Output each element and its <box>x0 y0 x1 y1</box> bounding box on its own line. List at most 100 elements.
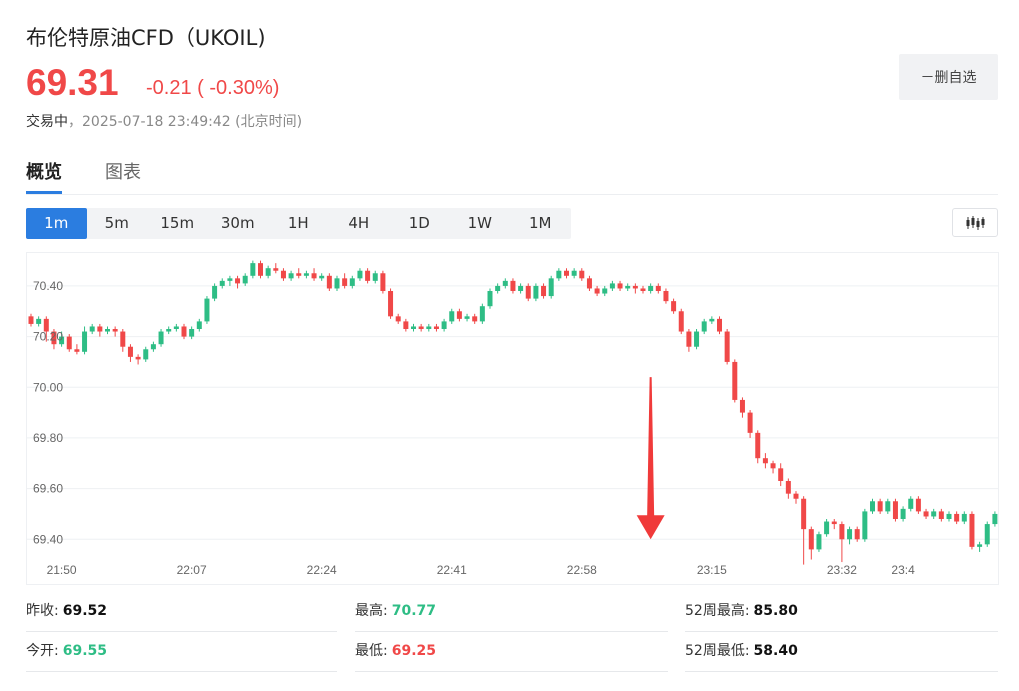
stat-low: 最低: 69.25 <box>355 632 668 672</box>
period-1w[interactable]: 1W <box>467 214 492 232</box>
period-1m[interactable]: 1m <box>26 208 87 239</box>
candle <box>495 283 501 294</box>
stat-label: 最高: <box>355 603 388 619</box>
period-15m[interactable]: 15m <box>160 214 195 232</box>
candle <box>296 268 302 279</box>
candle <box>43 316 49 342</box>
candle <box>931 508 937 519</box>
stat-label: 今开: <box>26 643 59 659</box>
candle <box>954 511 960 525</box>
period-1mo[interactable]: 1M <box>529 214 552 232</box>
candle <box>793 491 799 504</box>
candle <box>89 323 95 335</box>
candle <box>525 283 531 302</box>
x-tick-label: 22:41 <box>437 563 467 577</box>
tab-chart[interactable]: 图表 <box>105 162 141 183</box>
y-tick-label: 70.40 <box>33 279 63 293</box>
x-tick-label: 23:4 <box>891 563 915 577</box>
candle <box>778 463 784 487</box>
price-chart[interactable]: 70.40 70.20 70.00 69.80 69.60 69.40 21:50 22:0… <box>26 252 1019 585</box>
candle <box>977 541 983 552</box>
candle <box>938 508 944 522</box>
period-5m[interactable]: 5m <box>104 214 129 232</box>
candle <box>418 323 424 332</box>
candle <box>701 318 707 335</box>
candle <box>946 511 952 522</box>
candle <box>892 498 898 522</box>
stat-value: 69.52 <box>62 603 108 619</box>
annotation-layer <box>636 377 665 540</box>
candle <box>915 496 921 514</box>
candle <box>150 341 156 352</box>
period-30m[interactable]: 30m <box>220 214 255 232</box>
y-tick-label: 69.60 <box>33 482 63 496</box>
stat-52w-low: 52周最低: 58.40 <box>685 632 998 672</box>
y-axis-labels: 70.40 70.20 70.00 69.80 69.60 69.40 <box>33 279 63 546</box>
stat-value: 58.40 <box>753 643 798 659</box>
candle <box>854 526 860 542</box>
candle <box>571 268 577 279</box>
down-arrow-annotation <box>636 377 665 540</box>
candle <box>311 268 317 281</box>
candle <box>51 329 57 350</box>
candle <box>258 260 263 279</box>
candle <box>426 323 432 332</box>
candle <box>372 270 378 284</box>
stat-high: 最高: 70.77 <box>355 592 668 632</box>
candle <box>808 526 814 560</box>
candle <box>456 308 462 322</box>
candle <box>923 508 929 519</box>
candle <box>839 521 845 563</box>
chart-type-button[interactable] <box>952 208 998 237</box>
candle <box>365 268 371 284</box>
candle <box>173 323 179 332</box>
x-tick-label: 23:15 <box>697 563 727 577</box>
candle <box>747 410 753 438</box>
x-tick-label: 22:58 <box>567 563 597 577</box>
candle <box>908 496 914 512</box>
candle <box>82 326 88 355</box>
timezone-label: (北京时间) <box>235 114 303 130</box>
remove-watchlist-button[interactable]: －删自选 <box>899 54 998 100</box>
period-4h[interactable]: 4H <box>348 214 370 232</box>
candle <box>59 331 65 347</box>
candle <box>885 498 891 514</box>
candle <box>181 323 187 340</box>
period-1d[interactable]: 1D <box>408 214 430 232</box>
candle <box>541 283 547 299</box>
main-tabs: 概览 图表 <box>26 158 998 195</box>
candle <box>36 316 42 327</box>
candle <box>105 326 110 335</box>
candle <box>166 326 172 335</box>
candle <box>204 296 210 324</box>
candle <box>510 278 516 294</box>
candle <box>472 313 478 324</box>
candle <box>992 511 998 527</box>
candle <box>564 268 569 279</box>
candle <box>196 318 202 332</box>
y-tick-label: 69.80 <box>33 431 63 445</box>
candle <box>288 270 294 281</box>
period-1h[interactable]: 1H <box>287 214 309 232</box>
candle <box>801 496 807 565</box>
candle <box>739 397 745 418</box>
tab-overview[interactable]: 概览 <box>26 162 62 183</box>
candle <box>388 288 394 319</box>
candle <box>464 313 470 322</box>
candle <box>250 260 256 279</box>
candle <box>625 283 631 291</box>
candle <box>609 280 615 291</box>
x-tick-label: 22:24 <box>307 563 337 577</box>
stat-open: 今开: 69.55 <box>26 632 337 672</box>
stat-label: 昨收: <box>26 603 59 619</box>
quote-datetime: 2025-07-18 23:49:42 <box>82 114 231 130</box>
candle <box>862 508 868 542</box>
candle <box>671 298 677 314</box>
candle <box>770 460 776 474</box>
stat-value: 69.25 <box>391 643 437 659</box>
candle <box>227 275 233 286</box>
stat-label: 最低: <box>355 643 388 659</box>
candle <box>411 323 416 332</box>
candle <box>717 316 722 335</box>
trade-status-line: 交易中，2025-07-18 23:49:42 (北京时间) <box>26 111 302 131</box>
